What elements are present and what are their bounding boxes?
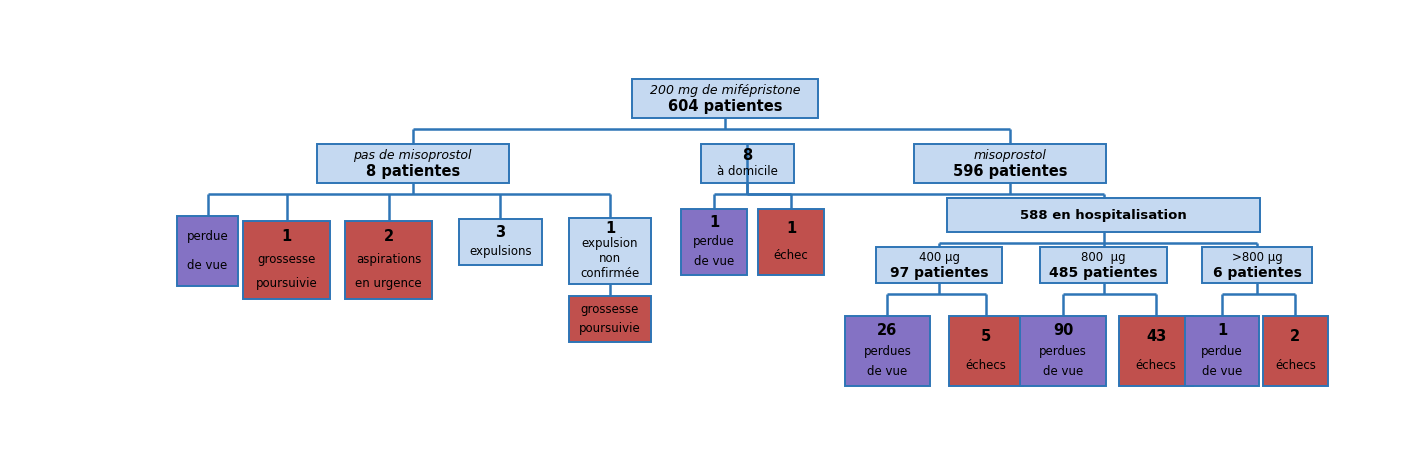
FancyBboxPatch shape xyxy=(1203,247,1312,283)
Text: 588 en hospitalisation: 588 en hospitalisation xyxy=(1020,209,1187,222)
FancyBboxPatch shape xyxy=(682,209,747,275)
Text: perdue: perdue xyxy=(1201,345,1242,358)
FancyBboxPatch shape xyxy=(243,220,331,299)
Text: expulsions: expulsions xyxy=(468,245,532,258)
Text: 1: 1 xyxy=(1217,323,1227,338)
Text: à domicile: à domicile xyxy=(716,165,778,178)
Text: perdues: perdues xyxy=(1039,345,1087,358)
Text: 1: 1 xyxy=(606,221,616,236)
FancyBboxPatch shape xyxy=(1119,316,1193,386)
Text: grossesse: grossesse xyxy=(258,253,316,266)
Text: 97 patientes: 97 patientes xyxy=(890,266,988,280)
Text: 8 patientes: 8 patientes xyxy=(365,164,460,179)
Text: échecs: échecs xyxy=(1275,359,1316,372)
Text: en urgence: en urgence xyxy=(355,277,422,290)
Text: 1: 1 xyxy=(785,221,797,236)
FancyBboxPatch shape xyxy=(914,144,1107,183)
FancyBboxPatch shape xyxy=(845,316,930,386)
FancyBboxPatch shape xyxy=(758,209,824,275)
FancyBboxPatch shape xyxy=(460,219,542,265)
Text: 400 µg: 400 µg xyxy=(918,251,959,264)
Text: >800 µg: >800 µg xyxy=(1231,251,1282,264)
FancyBboxPatch shape xyxy=(317,144,508,183)
FancyBboxPatch shape xyxy=(345,220,433,299)
Text: 2: 2 xyxy=(1290,329,1300,344)
FancyBboxPatch shape xyxy=(876,247,1002,283)
Text: 2: 2 xyxy=(383,229,393,244)
Text: 5: 5 xyxy=(981,329,992,344)
FancyBboxPatch shape xyxy=(1262,316,1329,386)
FancyBboxPatch shape xyxy=(569,296,651,342)
Text: 604 patientes: 604 patientes xyxy=(668,100,782,114)
Text: échecs: échecs xyxy=(966,359,1006,372)
FancyBboxPatch shape xyxy=(947,198,1259,232)
Text: de vue: de vue xyxy=(187,259,228,272)
Text: non: non xyxy=(599,252,621,265)
Text: poursuivie: poursuivie xyxy=(256,277,317,290)
FancyBboxPatch shape xyxy=(569,218,651,284)
Text: échec: échec xyxy=(774,249,808,262)
FancyBboxPatch shape xyxy=(1040,247,1166,283)
Text: échecs: échecs xyxy=(1136,359,1177,372)
Text: confirmée: confirmée xyxy=(580,267,640,280)
Text: expulsion: expulsion xyxy=(582,237,638,250)
Text: misoprostol: misoprostol xyxy=(974,148,1047,161)
Text: perdue: perdue xyxy=(693,235,736,248)
Text: poursuivie: poursuivie xyxy=(579,322,641,335)
Text: 485 patientes: 485 patientes xyxy=(1050,266,1157,280)
Text: de vue: de vue xyxy=(1201,365,1242,378)
Text: de vue: de vue xyxy=(867,365,907,378)
Text: de vue: de vue xyxy=(1043,365,1082,378)
Text: 8: 8 xyxy=(741,147,753,162)
Text: 1: 1 xyxy=(709,215,719,230)
FancyBboxPatch shape xyxy=(1184,316,1259,386)
Text: perdue: perdue xyxy=(187,230,228,243)
Text: 596 patientes: 596 patientes xyxy=(954,164,1067,179)
FancyBboxPatch shape xyxy=(1020,316,1105,386)
Text: 26: 26 xyxy=(877,323,897,338)
Text: aspirations: aspirations xyxy=(355,253,422,266)
FancyBboxPatch shape xyxy=(177,216,238,286)
Text: 200 mg de mifépristone: 200 mg de mifépristone xyxy=(649,84,801,97)
Text: perdues: perdues xyxy=(863,345,911,358)
Text: pas de misoprostol: pas de misoprostol xyxy=(354,148,471,161)
FancyBboxPatch shape xyxy=(700,144,794,183)
Text: de vue: de vue xyxy=(695,255,734,268)
Text: 3: 3 xyxy=(495,225,505,240)
Text: 43: 43 xyxy=(1146,329,1166,344)
Text: 90: 90 xyxy=(1053,323,1073,338)
FancyBboxPatch shape xyxy=(633,79,818,119)
FancyBboxPatch shape xyxy=(949,316,1023,386)
Text: 6 patientes: 6 patientes xyxy=(1213,266,1302,280)
Text: 800  µg: 800 µg xyxy=(1081,251,1126,264)
Text: 1: 1 xyxy=(282,229,291,244)
Text: grossesse: grossesse xyxy=(580,303,640,316)
